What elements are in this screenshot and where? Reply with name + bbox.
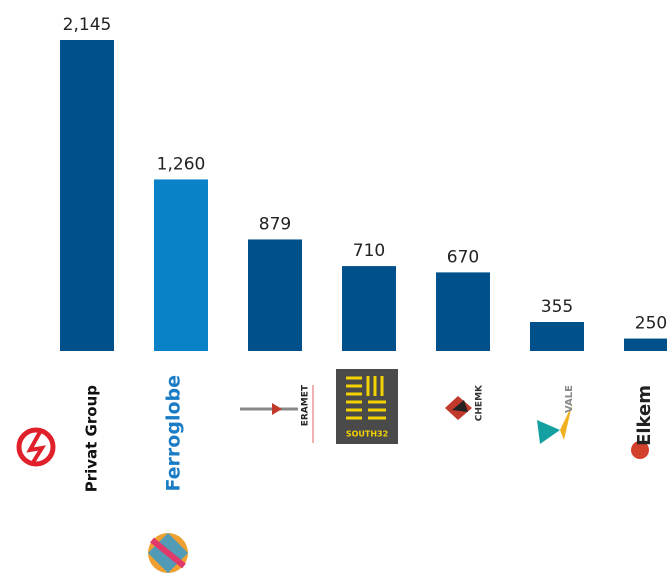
value-label: 879 (259, 214, 291, 234)
value-label: 250 (635, 314, 667, 334)
value-label: 2,145 (63, 15, 112, 35)
category-label: ERAMET (301, 384, 311, 426)
value-label: 710 (353, 241, 385, 261)
bar (60, 40, 114, 351)
privat-icon (16, 427, 56, 467)
chemk-icon (452, 400, 468, 412)
eramet-icon (272, 403, 282, 415)
value-label: 1,260 (157, 154, 206, 174)
bar (436, 272, 490, 351)
category-label: CHEMK (475, 384, 485, 421)
bar (624, 338, 667, 351)
ferroglobe-facet (150, 537, 186, 569)
vale-icon (560, 405, 572, 440)
category-label: VALE (564, 385, 575, 413)
bar (248, 239, 302, 351)
privat-bolt (26, 431, 47, 466)
bar (530, 322, 584, 351)
category-label: Ferroglobe (163, 375, 185, 492)
elkem-icon (631, 441, 649, 459)
value-label: 670 (447, 247, 479, 267)
vale-icon (537, 420, 560, 444)
logo-icons (16, 369, 649, 573)
category-label: Elkem (634, 385, 655, 446)
category-label: SOUTH32 (346, 430, 388, 439)
south32-lines (346, 376, 386, 420)
bar (342, 266, 396, 351)
category-label: Privat Group (83, 385, 101, 493)
bar (154, 179, 208, 351)
value-label: 355 (541, 297, 573, 317)
